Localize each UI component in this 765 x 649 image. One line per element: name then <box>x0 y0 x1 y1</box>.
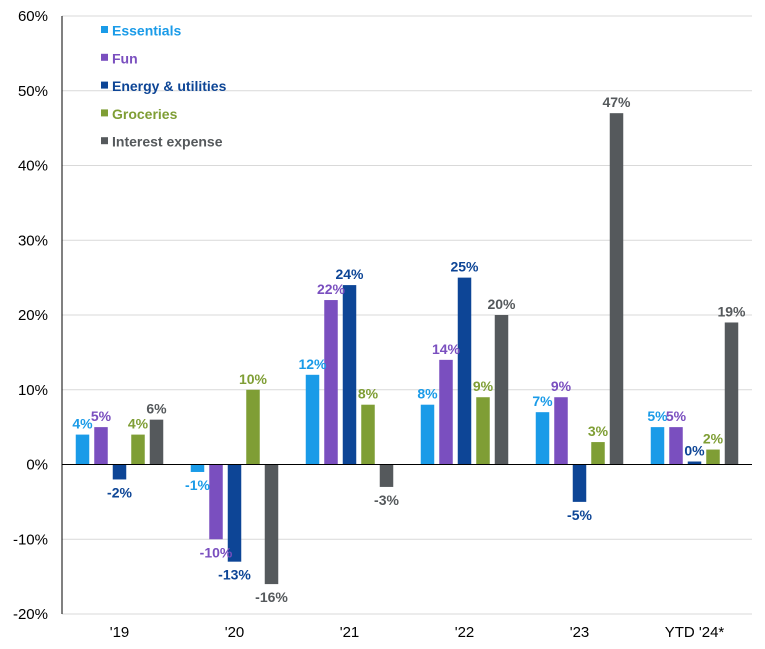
bar <box>420 404 435 465</box>
bar <box>572 464 587 502</box>
legend-entry: Fun <box>112 50 138 66</box>
bar <box>94 427 108 465</box>
y-tick-label: -10% <box>13 531 48 548</box>
y-tick-label: 20% <box>18 307 48 324</box>
data-labels: 4%5%-2%4%6%-1%-10%-13%10%-16%12%22%24%8%… <box>72 94 746 605</box>
bar <box>112 464 127 480</box>
y-tick-label: 0% <box>26 457 48 474</box>
y-tick-label: 40% <box>18 158 48 175</box>
bar <box>476 397 490 465</box>
data-label: 9% <box>473 378 494 394</box>
bar <box>209 464 223 540</box>
data-label: 20% <box>487 296 516 312</box>
x-tick-label: '20 <box>225 624 245 641</box>
data-label: -10% <box>200 544 233 560</box>
bar <box>494 315 509 465</box>
data-label: -3% <box>374 492 399 508</box>
legend-swatch <box>101 81 108 89</box>
y-tick-label: 50% <box>18 83 48 100</box>
data-label: -2% <box>107 484 132 500</box>
legend: Essentials Fun Energy & utilities Groceries… <box>101 23 227 150</box>
data-label: 3% <box>588 423 609 439</box>
data-label: -16% <box>255 589 288 605</box>
legend-swatch <box>101 137 108 145</box>
legend-entry: Energy & utilities <box>112 78 227 94</box>
bar <box>554 397 568 465</box>
data-label: 12% <box>298 356 327 372</box>
data-label: 22% <box>317 281 346 297</box>
data-label: 4% <box>72 416 93 432</box>
data-label: 25% <box>450 259 479 275</box>
x-tick-label: '23 <box>570 624 590 641</box>
data-label: 24% <box>335 266 364 282</box>
bar <box>535 412 550 465</box>
data-label: 7% <box>532 393 553 409</box>
bar <box>724 322 739 465</box>
data-label: 4% <box>128 416 149 432</box>
data-label: 5% <box>647 408 668 424</box>
bar <box>264 464 279 585</box>
data-label: 47% <box>602 94 631 110</box>
data-label: 5% <box>666 408 687 424</box>
data-label: 5% <box>91 408 112 424</box>
bar <box>75 434 90 465</box>
data-label: -1% <box>185 477 210 493</box>
y-tick-label: 60% <box>18 8 48 25</box>
bar <box>149 419 164 465</box>
bar <box>246 389 260 465</box>
bar <box>305 374 320 465</box>
bar <box>131 434 145 465</box>
legend-swatch <box>101 26 108 33</box>
data-label: 2% <box>703 431 724 447</box>
data-label: 8% <box>358 386 379 402</box>
bar <box>324 300 338 465</box>
bar <box>379 464 394 487</box>
data-label: 10% <box>239 371 268 387</box>
y-tick-label: 10% <box>18 382 48 399</box>
bar <box>706 449 720 465</box>
legend-entry: Interest expense <box>112 134 223 150</box>
data-label: 14% <box>432 341 461 357</box>
bar <box>650 427 665 465</box>
bar <box>591 442 605 465</box>
legend-swatch <box>101 53 108 61</box>
data-label: -5% <box>567 507 592 523</box>
bar <box>361 404 375 465</box>
bar <box>342 285 357 465</box>
y-axis-ticks: 60% 50% 40% 30% 20% 10% 0% -10% -20% <box>13 8 48 623</box>
y-tick-label: -20% <box>13 606 48 623</box>
data-label: 8% <box>417 386 438 402</box>
bar <box>190 464 205 472</box>
bar <box>457 277 472 465</box>
x-tick-label: '21 <box>340 624 360 641</box>
bars <box>75 113 739 585</box>
bar <box>609 113 624 465</box>
bar <box>227 464 242 562</box>
legend-swatch <box>101 109 108 117</box>
data-label: 19% <box>717 303 746 319</box>
legend-entry: Groceries <box>112 106 178 122</box>
bar <box>439 359 453 465</box>
data-label: -13% <box>218 567 251 583</box>
bar <box>687 461 702 465</box>
bar <box>669 427 683 465</box>
x-tick-label: '19 <box>110 624 130 641</box>
gridlines <box>61 15 752 615</box>
x-tick-label: YTD '24* <box>665 624 725 641</box>
data-label: 0% <box>684 443 705 459</box>
legend-entry: Essentials <box>112 23 181 39</box>
data-label: 6% <box>146 401 167 417</box>
data-label: 9% <box>551 378 572 394</box>
x-tick-label: '22 <box>455 624 475 641</box>
y-tick-label: 30% <box>18 232 48 249</box>
x-axis-ticks: '19 '20 '21 '22 '23 YTD '24* <box>110 624 725 641</box>
